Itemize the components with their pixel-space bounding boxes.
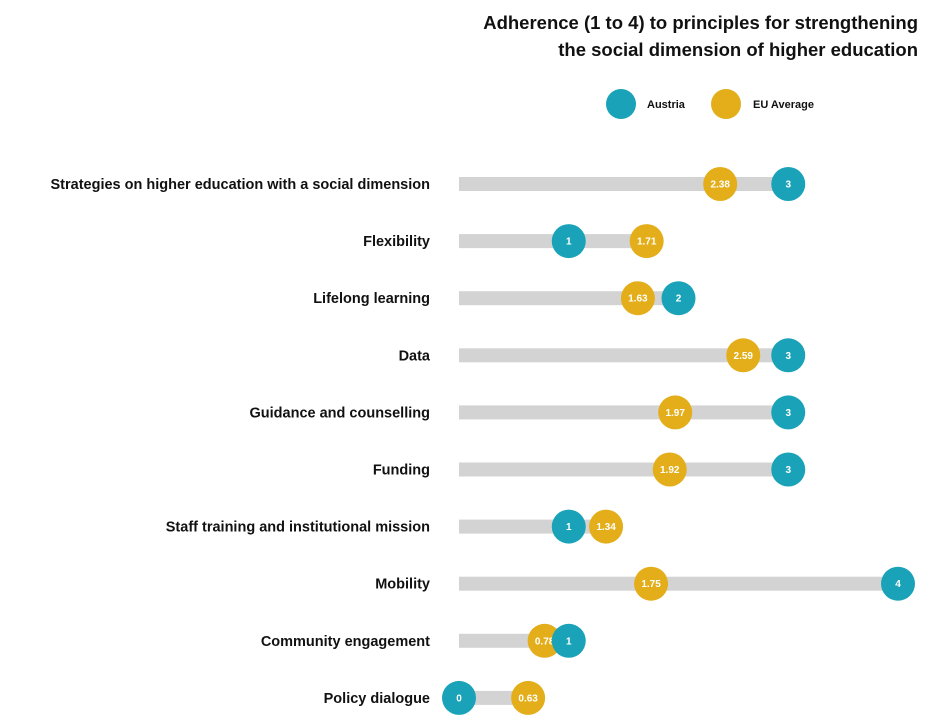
value-track — [459, 576, 898, 591]
chart-row: Staff training and institutional mission… — [166, 509, 624, 544]
austria-point-label: 2 — [676, 294, 682, 305]
legend-eu-average-label: EU Average — [753, 99, 814, 111]
category-label: Funding — [373, 463, 430, 479]
eu-average-point — [652, 452, 687, 487]
legend-austria: Austria — [606, 89, 686, 119]
eu-average-point — [589, 509, 624, 544]
austria-point-label: 1 — [566, 237, 572, 248]
chart-title: Adherence (1 to 4) to principles for str… — [483, 12, 918, 60]
eu-average-point-label: 2.59 — [734, 351, 754, 362]
austria-point-label: 3 — [785, 180, 791, 191]
eu-average-point — [620, 281, 655, 316]
austria-point — [881, 566, 915, 601]
austria-point-label: 3 — [785, 408, 791, 419]
chart-legend: Austria EU Average — [606, 89, 814, 119]
eu-average-point-label: 1.92 — [660, 465, 680, 476]
chart-row: Funding 1.92 3 — [373, 452, 806, 487]
category-label: Mobility — [375, 577, 430, 593]
category-label: Strategies on higher education with a so… — [51, 177, 431, 193]
eu-average-point — [527, 623, 562, 658]
category-label: Guidance and counselling — [250, 405, 430, 421]
chart-row: Community engagement 0.78 1 — [261, 623, 586, 658]
eu-average-point — [634, 566, 669, 601]
eu-average-point-label: 1.63 — [628, 294, 648, 305]
category-label: Flexibility — [363, 234, 430, 250]
legend-austria-swatch — [606, 89, 636, 119]
chart-row: Strategies on higher education with a so… — [51, 167, 806, 201]
eu-average-point-label: 1.75 — [641, 579, 661, 590]
eu-average-point — [629, 224, 664, 259]
austria-point — [771, 167, 806, 201]
chart-rows: Strategies on higher education with a so… — [51, 167, 915, 715]
chart-title-line-2: the social dimension of higher education — [558, 39, 918, 60]
austria-point-label: 1 — [566, 522, 572, 533]
austria-point-label: 3 — [785, 465, 791, 476]
value-track — [459, 177, 789, 191]
eu-average-point-label: 2.38 — [710, 180, 730, 191]
legend-austria-label: Austria — [647, 99, 686, 111]
eu-average-point-label: 0.78 — [535, 636, 555, 647]
austria-point-label: 4 — [895, 579, 901, 590]
austria-point — [442, 680, 476, 715]
category-label: Staff training and institutional mission — [166, 520, 430, 536]
category-label: Data — [399, 348, 431, 364]
eu-average-point-label: 1.34 — [596, 522, 616, 533]
chart-row: Data 2.59 3 — [399, 338, 806, 373]
austria-point — [551, 623, 586, 658]
chart-row: Policy dialogue 0.63 0 — [324, 680, 546, 715]
austria-point — [551, 509, 586, 544]
category-label: Policy dialogue — [324, 691, 430, 707]
legend-eu-average-swatch — [711, 89, 741, 119]
value-track — [459, 462, 789, 477]
chart-row: Guidance and counselling 1.97 3 — [250, 395, 806, 430]
eu-average-point-label: 1.97 — [665, 408, 685, 419]
legend-eu-average: EU Average — [711, 89, 814, 119]
austria-point — [771, 395, 806, 430]
austria-point-label: 3 — [785, 351, 791, 362]
eu-average-point — [511, 680, 546, 715]
austria-point — [771, 338, 806, 373]
eu-average-point-label: 0.63 — [518, 693, 538, 704]
chart-row: Flexibility 1.71 1 — [363, 224, 664, 259]
eu-average-point-label: 1.71 — [637, 237, 657, 248]
value-track — [459, 690, 529, 705]
austria-point — [771, 452, 806, 487]
austria-point-label: 0 — [456, 693, 462, 704]
austria-point — [551, 224, 586, 259]
chart-title-line-1: Adherence (1 to 4) to principles for str… — [483, 12, 918, 33]
value-track — [459, 348, 789, 363]
eu-average-point — [703, 167, 738, 201]
category-label: Lifelong learning — [313, 291, 430, 307]
eu-average-point — [658, 395, 693, 430]
austria-point — [661, 281, 696, 316]
value-track — [459, 405, 789, 420]
eu-average-point — [726, 338, 761, 373]
category-label: Community engagement — [261, 634, 430, 650]
chart-row: Lifelong learning 1.63 2 — [313, 281, 696, 316]
chart-row: Mobility 1.75 4 — [375, 566, 915, 601]
austria-point-label: 1 — [566, 636, 572, 647]
